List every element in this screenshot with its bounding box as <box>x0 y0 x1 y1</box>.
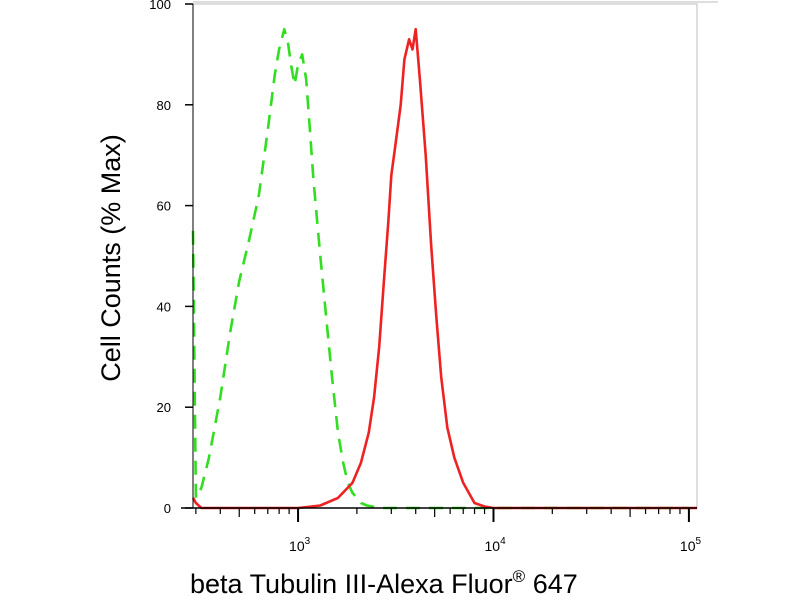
y-tick-label-80: 80 <box>157 98 171 113</box>
y-tick-label-40: 40 <box>157 299 171 314</box>
x-tick-label-1000: 103 <box>289 536 311 554</box>
y-axis: 0 20 40 60 80 100 <box>149 0 194 516</box>
x-tick-label-base: 10 <box>680 538 696 554</box>
x-tick-label-10000: 104 <box>484 536 506 554</box>
y-tick-label-0: 0 <box>164 501 171 516</box>
series-line-1 <box>191 27 689 510</box>
x-axis-title-main: beta Tubulin III-Alexa Fluor <box>190 569 513 599</box>
y-tick-label-100: 100 <box>149 0 171 12</box>
x-tick-label-base: 10 <box>484 538 500 554</box>
x-tick-label-exp: 3 <box>305 536 311 547</box>
y-axis-title: Cell Counts (% Max) <box>96 134 126 382</box>
x-axis-title-suffix: 647 <box>525 569 578 599</box>
data-lines <box>191 27 697 510</box>
x-tick-label-100000: 105 <box>680 536 702 554</box>
y-tick-label-60: 60 <box>157 199 171 214</box>
series-line-2 <box>191 27 697 510</box>
x-tick-label-exp: 4 <box>500 536 506 547</box>
y-tick-label-20: 20 <box>157 400 171 415</box>
plot-frame <box>192 3 698 509</box>
x-tick-label-base: 10 <box>289 538 305 554</box>
x-axis-title: beta Tubulin III-Alexa Fluor® 647 <box>190 567 578 599</box>
x-axis-title-superscript: ® <box>513 567 526 586</box>
x-axis: 103 104 105 <box>181 507 702 554</box>
x-tick-label-exp: 5 <box>695 536 701 547</box>
